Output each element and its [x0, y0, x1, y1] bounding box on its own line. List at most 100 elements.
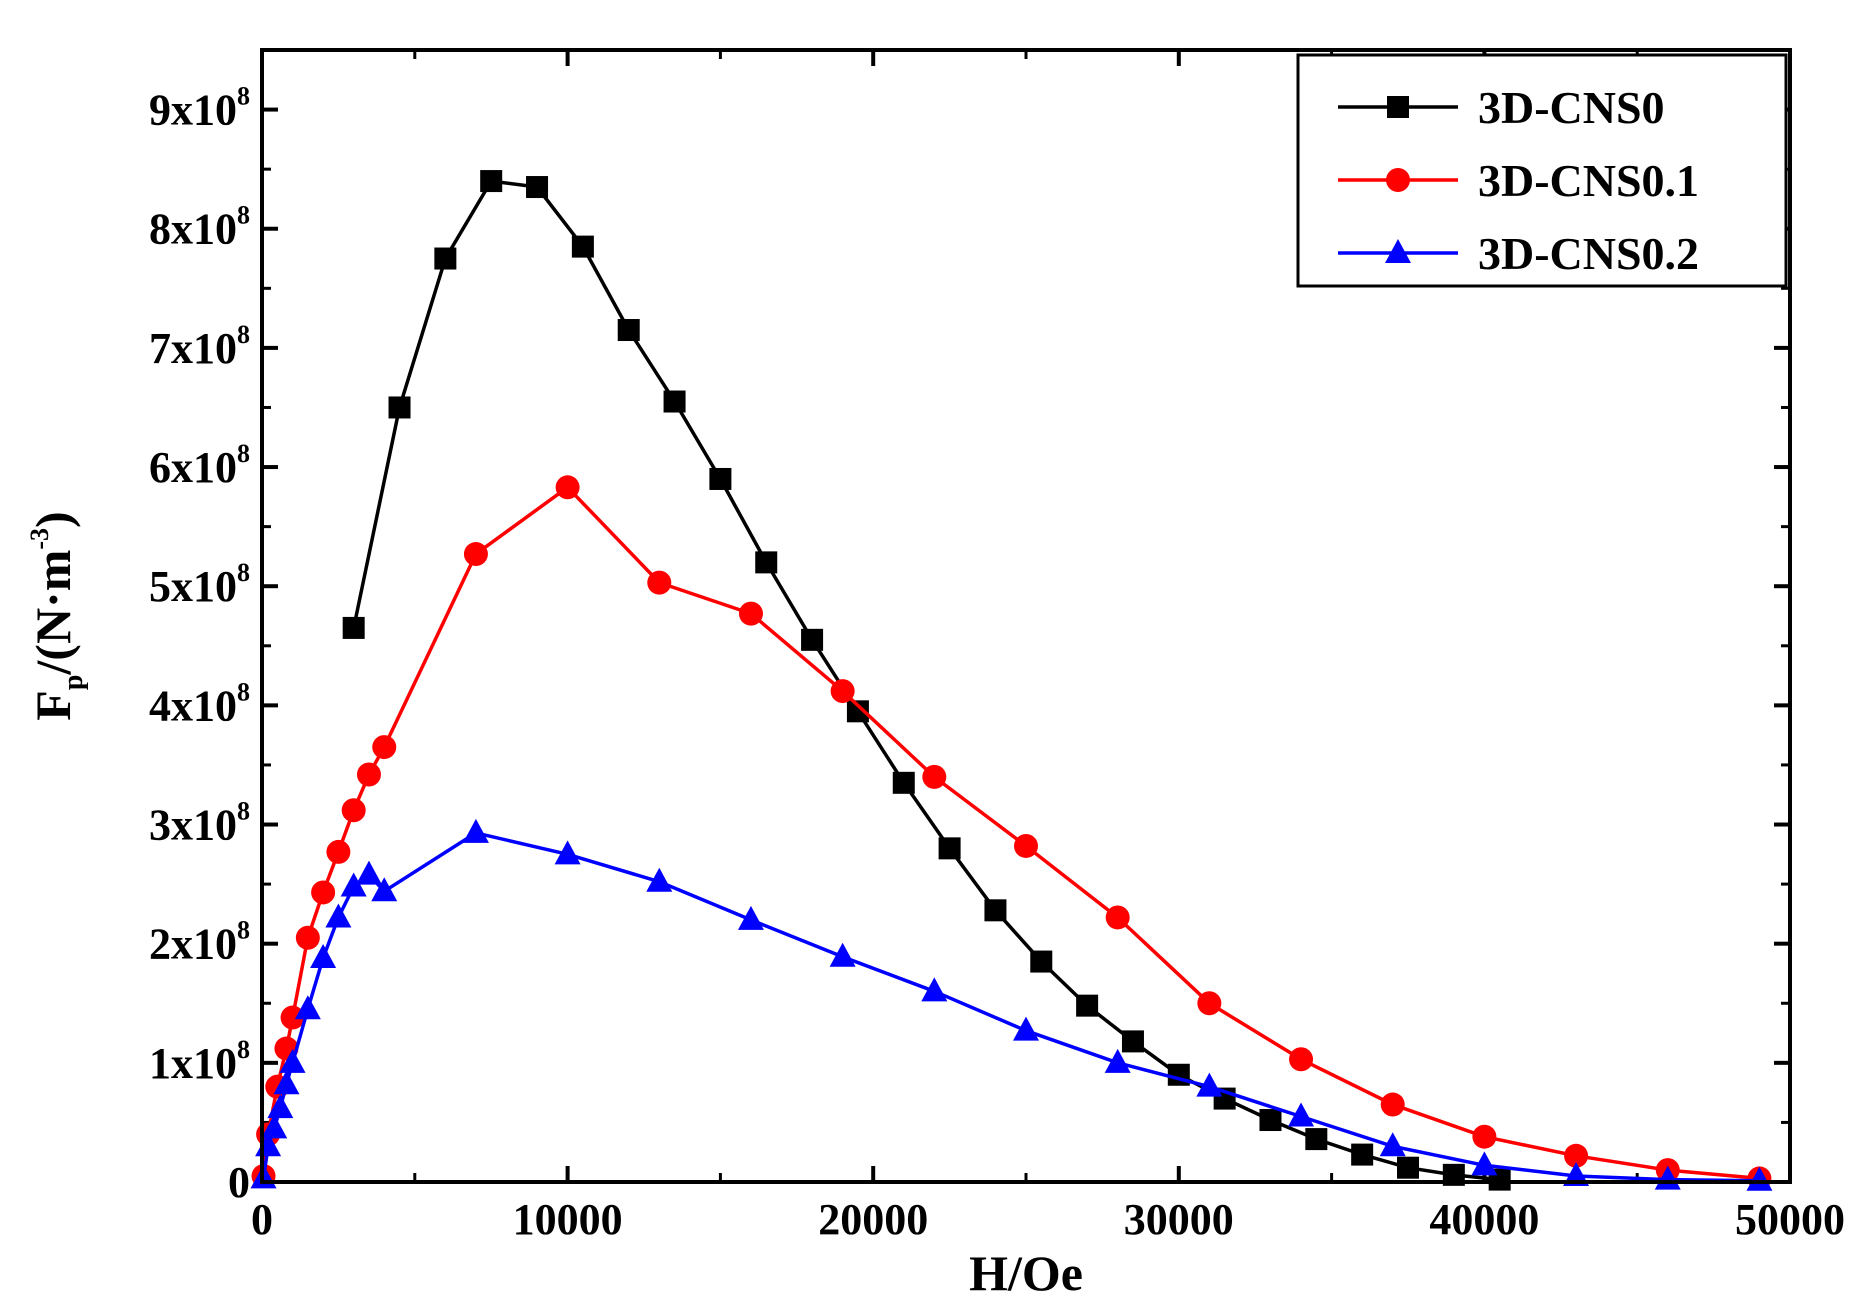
data-point	[311, 880, 336, 905]
data-point	[938, 837, 961, 860]
data-point	[922, 764, 947, 789]
labels-layer: 0 10000 20000 30000 40000 50000 0 1x108 2x108 3x1…	[149, 82, 1845, 1244]
data-point	[1379, 1132, 1406, 1157]
y-tick-label: 6x108	[149, 439, 250, 492]
x-tick-label: 10000	[513, 1195, 623, 1244]
data-point	[647, 570, 672, 595]
series-layer	[250, 170, 1773, 1191]
data-point	[737, 905, 764, 930]
data-point	[554, 840, 581, 865]
data-point	[1105, 905, 1130, 930]
data-point	[1351, 1143, 1374, 1166]
y-tick-label: 7x108	[149, 320, 250, 373]
data-point	[1380, 1092, 1405, 1117]
data-point	[829, 942, 856, 967]
legend-label: 3D-CNS0	[1478, 82, 1665, 133]
data-point	[326, 839, 351, 864]
data-point	[480, 170, 503, 193]
data-point	[646, 867, 673, 892]
data-point	[325, 903, 352, 928]
data-point	[1746, 1166, 1773, 1191]
data-point	[279, 1048, 306, 1073]
series-line	[261, 831, 1760, 1183]
y-axis-title-close: )	[25, 511, 81, 528]
data-point	[356, 762, 381, 787]
y-tick-label: 2x108	[149, 916, 250, 969]
data-point	[1104, 1048, 1131, 1073]
data-point	[1397, 1156, 1419, 1179]
legend-item: 3D-CNS0	[1338, 82, 1665, 133]
data-point	[273, 1070, 300, 1095]
x-tick-label: 20000	[818, 1195, 928, 1244]
data-point	[984, 899, 1007, 922]
data-point	[434, 247, 457, 270]
y-tick-label: 1x108	[149, 1035, 250, 1088]
data-point	[1289, 1047, 1314, 1072]
data-point	[1197, 991, 1222, 1016]
y-tick-label: 3x108	[149, 797, 250, 850]
x-tick-label: 40000	[1429, 1195, 1539, 1244]
legend-item: 3D-CNS0.1	[1338, 155, 1699, 206]
data-point	[571, 235, 594, 258]
data-point	[921, 977, 948, 1002]
y-tick-label: 5x108	[149, 558, 250, 611]
data-point	[709, 467, 732, 490]
data-point	[310, 943, 337, 968]
legend-marker	[1387, 96, 1409, 118]
y-axis-title-exponent: -3	[25, 528, 54, 550]
series-3D-CNS0	[342, 170, 1511, 1191]
data-point	[801, 628, 824, 651]
data-point	[372, 735, 397, 760]
data-point	[1013, 1016, 1039, 1041]
data-point	[663, 390, 686, 413]
data-point	[261, 1114, 288, 1139]
data-point	[1288, 1102, 1315, 1127]
data-point	[738, 601, 763, 626]
data-point	[830, 679, 855, 704]
data-point	[1076, 994, 1099, 1017]
data-point	[371, 877, 398, 902]
y-tick-label: 9x108	[149, 82, 250, 135]
data-point	[1564, 1143, 1589, 1168]
x-axis-title: H/Oe	[969, 1245, 1083, 1301]
plot-frame	[260, 48, 1792, 1184]
x-tick-label: 0	[251, 1195, 273, 1244]
data-point	[267, 1094, 294, 1119]
legend-marker	[1385, 239, 1411, 263]
data-point	[342, 616, 365, 639]
data-point	[555, 475, 580, 500]
data-point	[1196, 1072, 1223, 1097]
data-point	[755, 551, 778, 574]
y-tick-label: 4x108	[149, 677, 250, 730]
series-line	[261, 485, 1760, 1181]
legend-item: 3D-CNS0.2	[1338, 228, 1699, 279]
data-point	[463, 542, 488, 567]
legend-box	[1296, 53, 1788, 288]
data-point	[355, 860, 382, 885]
data-point	[1259, 1109, 1282, 1132]
x-tick-label: 50000	[1735, 1195, 1845, 1244]
y-tick-label: 8x108	[149, 201, 250, 254]
data-point	[892, 771, 915, 794]
data-point	[617, 319, 640, 342]
data-point	[341, 798, 366, 823]
y-axis-title: Fp/(N·m-3)	[25, 511, 89, 720]
data-point	[388, 396, 411, 419]
data-point	[340, 872, 367, 897]
data-point	[462, 818, 489, 843]
y-tick-label: 0	[228, 1158, 250, 1207]
y-axis-title-main: F	[25, 690, 81, 721]
series-3D-CNS0.2	[250, 818, 1773, 1191]
data-point	[1305, 1128, 1328, 1151]
data-point	[1030, 950, 1053, 973]
data-point	[1471, 1151, 1498, 1176]
data-point	[280, 1005, 305, 1030]
legend-marker	[1386, 168, 1410, 192]
legend-label: 3D-CNS0.2	[1478, 228, 1699, 279]
data-point	[846, 700, 869, 723]
data-point	[526, 176, 549, 199]
data-point	[294, 995, 321, 1020]
legend: 3D-CNS0 3D-CNS0.1 3D-CNS0.2	[1296, 53, 1788, 288]
data-point	[1472, 1124, 1497, 1149]
x-tick-label: 30000	[1124, 1195, 1234, 1244]
